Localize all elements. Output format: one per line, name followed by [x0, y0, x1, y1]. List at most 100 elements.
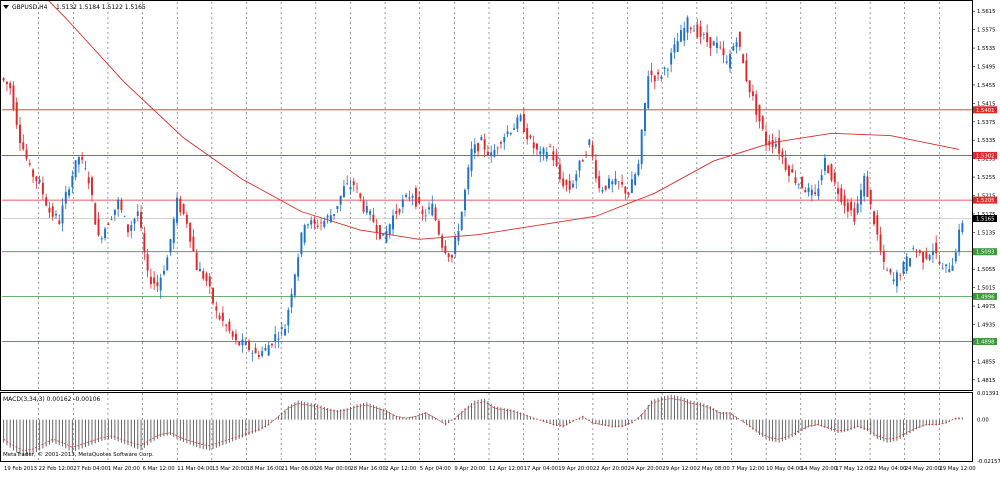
candle-body	[464, 189, 466, 211]
candle-body	[765, 131, 768, 146]
candle-body	[117, 199, 120, 210]
level-price-label: 1.5205	[976, 198, 995, 204]
date-tick-label: 2 May 08:00	[697, 466, 731, 472]
candle-body	[395, 211, 398, 214]
candle-body	[496, 147, 499, 149]
candle-body	[460, 211, 463, 230]
candle-body	[68, 189, 71, 196]
price-tick-label: 1.5175	[977, 212, 996, 218]
candle-body	[454, 237, 457, 254]
date-tick-label: 22 May 04:00	[870, 466, 907, 472]
candle-body	[670, 52, 673, 65]
candle-body	[221, 312, 224, 321]
candle-body	[742, 54, 745, 64]
date-tick-label: 27 Feb 04:00	[73, 466, 108, 472]
candle-body	[810, 189, 813, 196]
date-tick-label: 28 Mar 16:00	[350, 466, 386, 472]
chevron-down-icon[interactable]	[3, 5, 9, 9]
candle-body	[385, 230, 388, 243]
macd-histogram	[3, 394, 963, 457]
candle-body	[699, 26, 702, 37]
horizontal-levels	[2, 109, 972, 342]
candle-body	[388, 224, 391, 235]
candle-body	[886, 269, 889, 271]
candle-body	[529, 135, 532, 138]
candle-body	[5, 81, 8, 85]
date-tick-label: 10 May 04:00	[766, 466, 803, 472]
candle-body	[532, 142, 535, 149]
price-tick-label: 1.5575	[977, 28, 996, 34]
candle-body	[225, 324, 228, 326]
candle-body	[140, 212, 143, 228]
candle-body	[634, 174, 637, 185]
candle-body	[611, 181, 614, 185]
candle-body	[948, 269, 951, 273]
candle-body	[467, 167, 470, 190]
candle-body	[801, 177, 804, 188]
level-labels: 1.5401 1.5302 1.5205 1.5093 1.4996 1.4898 1.51…	[973, 106, 997, 346]
date-tick-label: 24 Apr 20:00	[628, 466, 663, 472]
candle-body	[931, 251, 934, 256]
candle-body	[405, 194, 408, 198]
candle-body	[182, 204, 185, 214]
candle-body	[398, 209, 401, 213]
price-axis: 1.5615 1.5575 1.5535 1.5495 1.5455 1.5415 1.53…	[972, 9, 1000, 465]
candle-body	[516, 117, 519, 129]
candle-body	[679, 30, 682, 42]
candle-body	[19, 124, 21, 144]
symbol-title: GBPUSD,H4	[12, 4, 48, 11]
candle-body	[359, 193, 362, 198]
candle-body	[64, 192, 67, 204]
current-price-badge	[973, 215, 997, 223]
candle-body	[643, 102, 646, 132]
candle-body	[536, 143, 538, 150]
candle-body	[421, 210, 424, 214]
candle-body	[588, 139, 591, 146]
candle-body	[660, 76, 663, 79]
candle-body	[434, 207, 437, 220]
candle-body	[781, 151, 784, 158]
candle-body	[637, 163, 640, 176]
candle-body	[35, 176, 38, 182]
candle-body	[866, 176, 869, 197]
candle-body	[254, 347, 257, 354]
date-tick-label: 21 Mar 08:00	[281, 466, 317, 472]
candle-body	[486, 151, 489, 156]
candle-body	[500, 142, 502, 144]
candle-body	[159, 277, 162, 291]
candle-body	[859, 190, 862, 205]
candle-body	[198, 268, 201, 272]
candle-body	[336, 206, 339, 210]
candle-body	[827, 165, 830, 174]
candle-body	[869, 189, 872, 205]
candle-body	[290, 294, 293, 308]
candle-body	[575, 174, 578, 182]
candle-body	[509, 133, 512, 135]
candle-body	[673, 44, 676, 53]
candle-body	[457, 231, 460, 241]
candle-body	[941, 268, 944, 270]
candle-body	[362, 200, 365, 212]
candle-body	[97, 218, 100, 236]
candle-body	[876, 215, 879, 235]
candle-body	[774, 143, 777, 147]
candle-body	[614, 178, 617, 185]
candle-body	[208, 276, 211, 287]
candle-body	[555, 154, 558, 166]
candle-body	[591, 144, 594, 157]
candle-body	[604, 185, 607, 190]
candle-body	[686, 17, 689, 33]
candle-body	[94, 203, 97, 225]
candle-body	[784, 157, 787, 170]
candle-body	[585, 154, 588, 156]
candle-body	[853, 208, 856, 222]
candle-body	[909, 258, 911, 267]
candle-body	[650, 70, 653, 76]
candle-body	[925, 252, 928, 259]
candle-body	[840, 188, 843, 202]
price-tick-label: 1.4815	[977, 378, 996, 384]
candle-body	[882, 250, 885, 262]
candle-body	[617, 181, 620, 183]
